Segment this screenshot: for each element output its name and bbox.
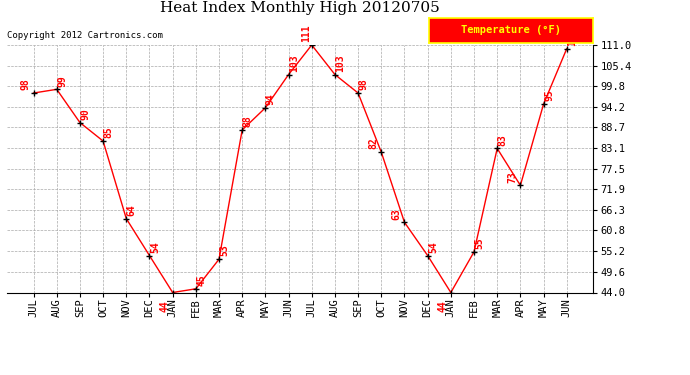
- Text: 88: 88: [243, 116, 253, 127]
- Text: 98: 98: [20, 78, 30, 90]
- Text: 55: 55: [475, 237, 484, 249]
- Text: 82: 82: [368, 138, 378, 149]
- Text: 63: 63: [391, 208, 401, 219]
- Text: 103: 103: [335, 54, 346, 72]
- Text: 54: 54: [150, 241, 160, 253]
- Text: 83: 83: [497, 134, 508, 146]
- Text: 44: 44: [159, 300, 169, 312]
- Text: 53: 53: [219, 245, 230, 256]
- Text: 85: 85: [104, 126, 114, 138]
- Text: 111: 111: [302, 25, 311, 42]
- Text: 45: 45: [197, 274, 206, 286]
- Text: 103: 103: [289, 54, 299, 72]
- Text: 64: 64: [127, 204, 137, 216]
- Text: 98: 98: [359, 78, 368, 90]
- Text: 95: 95: [544, 90, 554, 101]
- Text: 94: 94: [266, 93, 276, 105]
- Text: 73: 73: [507, 171, 517, 183]
- Text: 44: 44: [437, 300, 448, 312]
- Text: 110: 110: [567, 28, 578, 46]
- Text: 90: 90: [81, 108, 90, 120]
- Text: 99: 99: [57, 75, 68, 87]
- Title: Heat Index Monthly High 20120705: Heat Index Monthly High 20120705: [160, 1, 440, 15]
- Text: 54: 54: [428, 241, 438, 253]
- Text: Copyright 2012 Cartronics.com: Copyright 2012 Cartronics.com: [7, 31, 163, 40]
